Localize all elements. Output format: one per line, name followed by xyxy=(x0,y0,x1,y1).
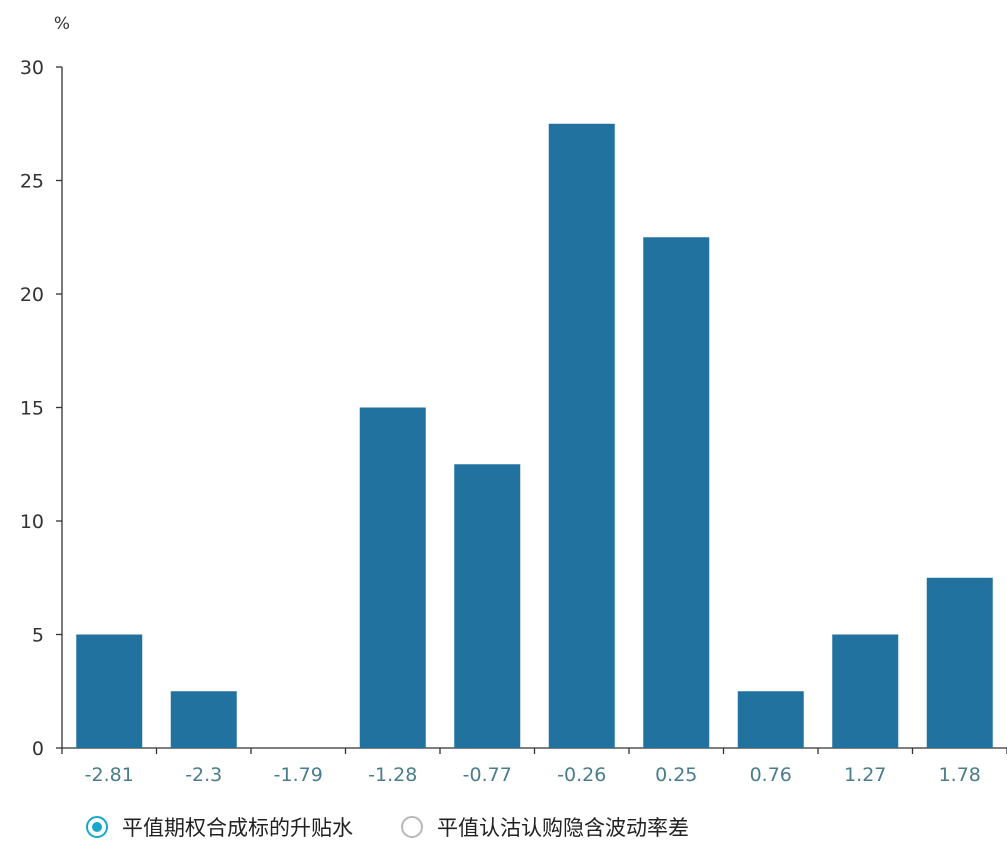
x-tick-label: -0.77 xyxy=(463,764,512,786)
radio-selected-icon[interactable] xyxy=(86,816,108,838)
bar[interactable] xyxy=(454,464,521,748)
y-axis-unit-label: % xyxy=(54,14,70,34)
bar[interactable] xyxy=(643,237,710,748)
x-tick-label: -0.26 xyxy=(557,764,606,786)
bar-series xyxy=(76,123,993,749)
radio-unselected-icon[interactable] xyxy=(401,816,423,838)
bar[interactable] xyxy=(76,634,143,749)
legend: 平值期权合成标的升贴水 平值认沽认购隐含波动率差 xyxy=(86,812,689,842)
legend-item-iv-spread[interactable]: 平值认沽认购隐含波动率差 xyxy=(401,812,689,842)
bar[interactable] xyxy=(737,691,804,748)
x-tick-label: 0.25 xyxy=(655,764,697,786)
bar[interactable] xyxy=(832,634,899,749)
legend-label-iv-spread: 平值认沽认购隐含波动率差 xyxy=(437,816,689,840)
y-tick-label: 0 xyxy=(32,738,44,760)
x-axis: -2.81 -2.3 -1.79 -1.28 -0.77 -0.26 0.25 0.76 1.2… xyxy=(61,747,1007,786)
x-tick-label: 1.27 xyxy=(844,764,886,786)
x-tick-label: -2.3 xyxy=(185,764,222,786)
y-tick-label: 20 xyxy=(20,284,44,306)
bar[interactable] xyxy=(359,407,426,749)
y-tick-label: 25 xyxy=(20,171,44,193)
bar[interactable] xyxy=(548,123,615,748)
y-tick-label: 30 xyxy=(20,57,44,79)
x-tick-label: 1.78 xyxy=(939,764,981,786)
x-tick-label: -2.81 xyxy=(85,764,134,786)
y-tick-label: 5 xyxy=(32,625,44,647)
legend-item-premium-discount[interactable]: 平值期权合成标的升贴水 xyxy=(86,812,353,842)
y-axis: 0 5 10 15 20 25 30 xyxy=(20,57,63,760)
x-tick-label: 0.76 xyxy=(750,764,792,786)
bar[interactable] xyxy=(170,691,237,748)
bar[interactable] xyxy=(926,577,993,748)
y-tick-label: 10 xyxy=(20,511,44,533)
x-tick-label: -1.28 xyxy=(368,764,417,786)
radio-dot-icon xyxy=(92,822,102,832)
x-tick-label: -1.79 xyxy=(274,764,323,786)
legend-label-premium-discount: 平值期权合成标的升贴水 xyxy=(122,816,353,840)
y-tick-label: 15 xyxy=(20,398,44,420)
